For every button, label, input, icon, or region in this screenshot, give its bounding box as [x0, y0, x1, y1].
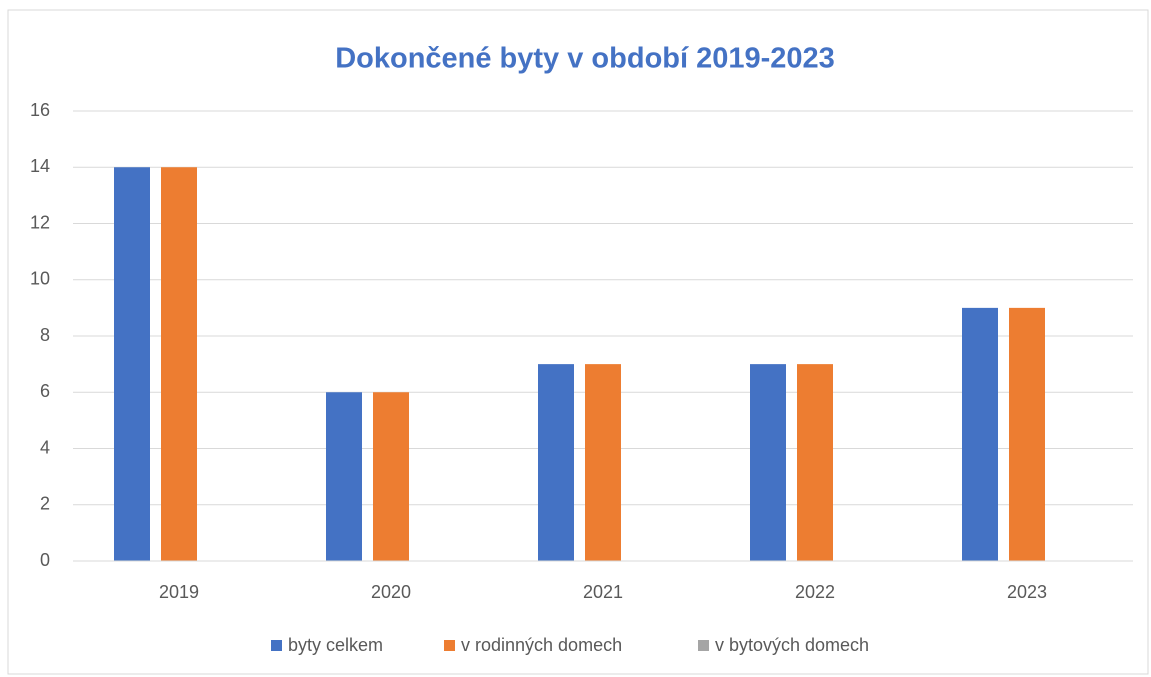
bar [373, 392, 409, 561]
bar [114, 167, 150, 561]
bar [585, 364, 621, 561]
x-tick-label: 2023 [1007, 582, 1047, 602]
y-tick-label: 2 [40, 494, 50, 514]
y-tick-label: 10 [30, 269, 50, 289]
chart-title: Dokončené byty v období 2019-2023 [335, 43, 835, 75]
legend-label: v rodinných domech [461, 635, 622, 655]
chart-border [7, 9, 1149, 675]
x-tick-label: 2019 [159, 582, 199, 602]
bar [161, 167, 197, 561]
x-tick-label: 2022 [795, 582, 835, 602]
bar [797, 364, 833, 561]
y-tick-label: 4 [40, 437, 50, 457]
y-tick-label: 14 [30, 156, 50, 176]
x-tick-label: 2020 [371, 582, 411, 602]
bar [1009, 307, 1045, 561]
legend-label: v bytových domech [715, 635, 869, 655]
legend-swatch [444, 640, 455, 651]
bar [326, 392, 362, 561]
y-tick-label: 0 [40, 550, 50, 570]
legend-swatch [698, 640, 709, 651]
legend-label: byty celkem [288, 635, 383, 655]
y-tick-label: 12 [30, 212, 50, 232]
y-tick-label: 6 [40, 381, 50, 401]
bar [962, 307, 998, 561]
y-tick-label: 8 [40, 325, 50, 345]
x-tick-label: 2021 [583, 582, 623, 602]
y-tick-label: 16 [30, 100, 50, 120]
bar [750, 364, 786, 561]
legend-swatch [271, 640, 282, 651]
bar [538, 364, 574, 561]
